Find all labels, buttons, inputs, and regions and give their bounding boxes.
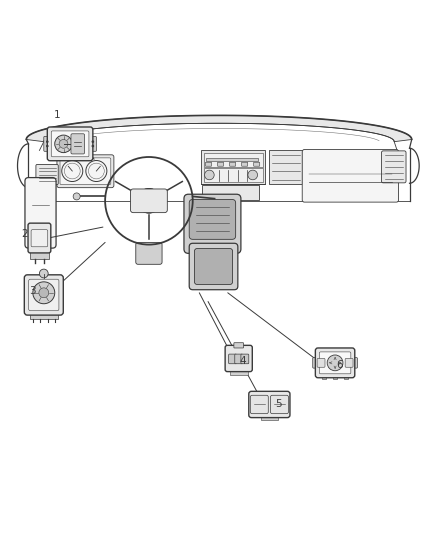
FancyBboxPatch shape bbox=[230, 162, 236, 166]
FancyBboxPatch shape bbox=[230, 369, 248, 375]
FancyBboxPatch shape bbox=[25, 275, 63, 315]
FancyBboxPatch shape bbox=[344, 375, 348, 379]
FancyBboxPatch shape bbox=[254, 162, 260, 166]
FancyBboxPatch shape bbox=[315, 348, 355, 378]
FancyBboxPatch shape bbox=[217, 162, 223, 166]
Text: 1: 1 bbox=[53, 110, 60, 120]
Circle shape bbox=[55, 135, 72, 152]
FancyBboxPatch shape bbox=[201, 150, 265, 184]
FancyBboxPatch shape bbox=[351, 358, 357, 368]
FancyBboxPatch shape bbox=[251, 395, 268, 414]
FancyBboxPatch shape bbox=[319, 352, 351, 374]
FancyBboxPatch shape bbox=[57, 155, 114, 188]
Circle shape bbox=[39, 269, 48, 278]
FancyBboxPatch shape bbox=[333, 375, 337, 379]
FancyBboxPatch shape bbox=[261, 415, 278, 420]
FancyBboxPatch shape bbox=[194, 248, 233, 285]
Circle shape bbox=[327, 355, 343, 371]
FancyBboxPatch shape bbox=[28, 223, 51, 253]
Circle shape bbox=[33, 282, 55, 304]
FancyBboxPatch shape bbox=[60, 158, 111, 184]
FancyBboxPatch shape bbox=[206, 158, 258, 161]
FancyBboxPatch shape bbox=[202, 184, 259, 200]
FancyBboxPatch shape bbox=[30, 312, 58, 319]
Circle shape bbox=[248, 170, 258, 180]
FancyBboxPatch shape bbox=[205, 162, 212, 166]
FancyBboxPatch shape bbox=[89, 136, 96, 151]
FancyBboxPatch shape bbox=[189, 199, 236, 239]
Text: 6: 6 bbox=[336, 360, 343, 370]
FancyBboxPatch shape bbox=[189, 243, 238, 290]
FancyBboxPatch shape bbox=[71, 134, 85, 154]
Circle shape bbox=[92, 145, 94, 147]
FancyBboxPatch shape bbox=[322, 375, 326, 379]
Circle shape bbox=[73, 193, 80, 200]
FancyBboxPatch shape bbox=[36, 165, 58, 184]
FancyBboxPatch shape bbox=[51, 131, 89, 157]
FancyBboxPatch shape bbox=[131, 189, 167, 213]
Circle shape bbox=[46, 140, 49, 143]
FancyBboxPatch shape bbox=[30, 251, 49, 260]
FancyBboxPatch shape bbox=[225, 345, 252, 372]
FancyBboxPatch shape bbox=[25, 177, 56, 248]
Circle shape bbox=[92, 140, 94, 143]
FancyBboxPatch shape bbox=[29, 279, 59, 311]
FancyBboxPatch shape bbox=[235, 354, 243, 364]
FancyBboxPatch shape bbox=[234, 343, 244, 348]
FancyBboxPatch shape bbox=[204, 154, 263, 167]
Text: 4: 4 bbox=[240, 356, 247, 366]
FancyBboxPatch shape bbox=[31, 230, 48, 247]
Circle shape bbox=[39, 288, 49, 298]
FancyBboxPatch shape bbox=[47, 127, 93, 161]
FancyBboxPatch shape bbox=[44, 136, 51, 151]
FancyBboxPatch shape bbox=[302, 150, 399, 202]
Text: 2: 2 bbox=[21, 229, 28, 239]
Polygon shape bbox=[26, 115, 412, 142]
FancyBboxPatch shape bbox=[242, 162, 248, 166]
FancyBboxPatch shape bbox=[229, 354, 237, 364]
FancyBboxPatch shape bbox=[381, 151, 406, 183]
Circle shape bbox=[59, 140, 68, 148]
Circle shape bbox=[137, 189, 161, 213]
FancyBboxPatch shape bbox=[269, 150, 302, 184]
FancyBboxPatch shape bbox=[241, 354, 249, 364]
FancyBboxPatch shape bbox=[136, 243, 162, 264]
Circle shape bbox=[46, 145, 49, 147]
FancyBboxPatch shape bbox=[313, 358, 319, 368]
Text: 5: 5 bbox=[275, 399, 282, 409]
FancyBboxPatch shape bbox=[204, 168, 263, 182]
FancyBboxPatch shape bbox=[184, 194, 241, 253]
Text: 3: 3 bbox=[29, 286, 36, 296]
FancyBboxPatch shape bbox=[345, 359, 353, 367]
Circle shape bbox=[205, 170, 214, 180]
FancyBboxPatch shape bbox=[271, 395, 289, 414]
FancyBboxPatch shape bbox=[249, 391, 290, 418]
FancyBboxPatch shape bbox=[317, 359, 325, 367]
